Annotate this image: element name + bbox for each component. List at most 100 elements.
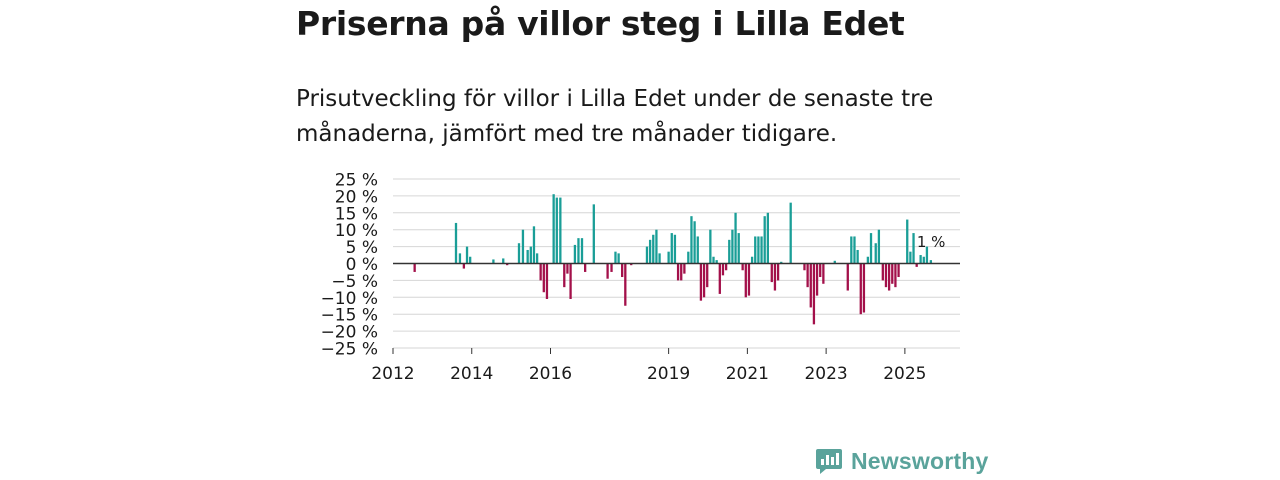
- bar: [874, 243, 877, 264]
- bar: [526, 249, 529, 264]
- bar: [766, 212, 769, 264]
- bar: [458, 253, 462, 264]
- bar: [812, 263, 816, 325]
- bar: [696, 236, 699, 264]
- bar: [506, 263, 509, 266]
- bar: [850, 236, 853, 264]
- bar: [462, 263, 466, 269]
- bar: [770, 263, 773, 283]
- bar: [566, 263, 569, 274]
- bar: [454, 222, 458, 264]
- x-tick-label: 2019: [647, 364, 690, 384]
- bar: [502, 258, 505, 264]
- bar: [563, 263, 566, 288]
- bar: [648, 239, 652, 264]
- brand: Newsworthy: [815, 447, 988, 475]
- chart-subtitle: Prisutveckling för villor i Lilla Edet u…: [296, 86, 934, 147]
- x-tick-label: 2023: [804, 364, 847, 384]
- bar: [539, 263, 542, 281]
- bar: [584, 263, 587, 272]
- bar: [532, 226, 536, 264]
- bar: [529, 246, 532, 264]
- bar: [912, 233, 915, 264]
- annotations: 1 %: [917, 233, 946, 251]
- bar: [734, 212, 737, 264]
- bar: [535, 253, 539, 264]
- bar: [776, 263, 780, 281]
- bar: [866, 256, 870, 264]
- x-axis: 2012 2014 2016 2019 2021 2023 2025: [371, 348, 927, 384]
- bar: [815, 263, 819, 296]
- bar: [728, 239, 731, 264]
- bar: [846, 263, 849, 291]
- bar: [731, 229, 734, 264]
- bar: [592, 204, 595, 264]
- bar: [706, 263, 709, 288]
- bar: [721, 263, 725, 276]
- bar: [747, 263, 751, 296]
- bar: [757, 236, 760, 264]
- bar: [822, 263, 825, 284]
- y-tick-label: 10 %: [335, 221, 378, 241]
- bar: [887, 263, 891, 291]
- bar: [652, 234, 655, 264]
- bar: [690, 216, 693, 264]
- bar: [741, 263, 744, 271]
- x-tick-label: 2016: [529, 364, 572, 384]
- y-tick-label: −5 %: [331, 272, 378, 292]
- last-value-label: 1 %: [917, 233, 946, 251]
- bar: [624, 263, 627, 306]
- bar: [569, 263, 572, 299]
- bar: [610, 263, 613, 272]
- x-tick-label: 2021: [726, 364, 769, 384]
- bar: [862, 263, 866, 313]
- x-tick-label: 2012: [371, 364, 414, 384]
- bar: [922, 256, 925, 264]
- bar: [709, 229, 712, 264]
- bar: [833, 260, 836, 264]
- bar: [655, 229, 658, 264]
- bar: [806, 263, 809, 288]
- bar: [856, 249, 859, 264]
- bar: [819, 263, 822, 278]
- bar: [517, 243, 521, 264]
- bar: [737, 233, 740, 264]
- bar: [780, 261, 783, 264]
- bar: [687, 251, 690, 264]
- bar: [673, 234, 677, 264]
- bar: [577, 238, 580, 264]
- bar: [630, 263, 633, 266]
- bar: [680, 263, 683, 281]
- y-tick-label: 25 %: [335, 171, 378, 191]
- bar: [614, 251, 617, 264]
- bar: [760, 236, 763, 264]
- y-tick-label: −20 %: [321, 323, 378, 343]
- bar: [750, 256, 754, 264]
- bar: [465, 246, 469, 264]
- bar: [744, 263, 747, 298]
- y-tick-label: −15 %: [321, 306, 378, 326]
- bar: [859, 263, 862, 315]
- bar: [670, 233, 673, 264]
- bar: [754, 236, 757, 264]
- bar: [906, 219, 909, 264]
- bar: [702, 263, 706, 298]
- bar: [699, 263, 703, 301]
- bar: [559, 197, 562, 264]
- bar: [877, 229, 881, 264]
- bar: [606, 263, 609, 279]
- bar: [413, 263, 416, 272]
- bar: [853, 236, 856, 264]
- bar: [542, 263, 545, 293]
- x-tick-label: 2014: [450, 364, 493, 384]
- bar: [693, 221, 696, 264]
- bar: [803, 263, 806, 271]
- y-tick-label: 5 %: [346, 238, 378, 258]
- bar: [492, 259, 495, 264]
- bar: [676, 263, 680, 281]
- bar: [915, 263, 918, 267]
- grid-lines: [393, 178, 960, 349]
- bar: [869, 233, 873, 264]
- bar: [521, 229, 525, 264]
- bar: [909, 251, 912, 264]
